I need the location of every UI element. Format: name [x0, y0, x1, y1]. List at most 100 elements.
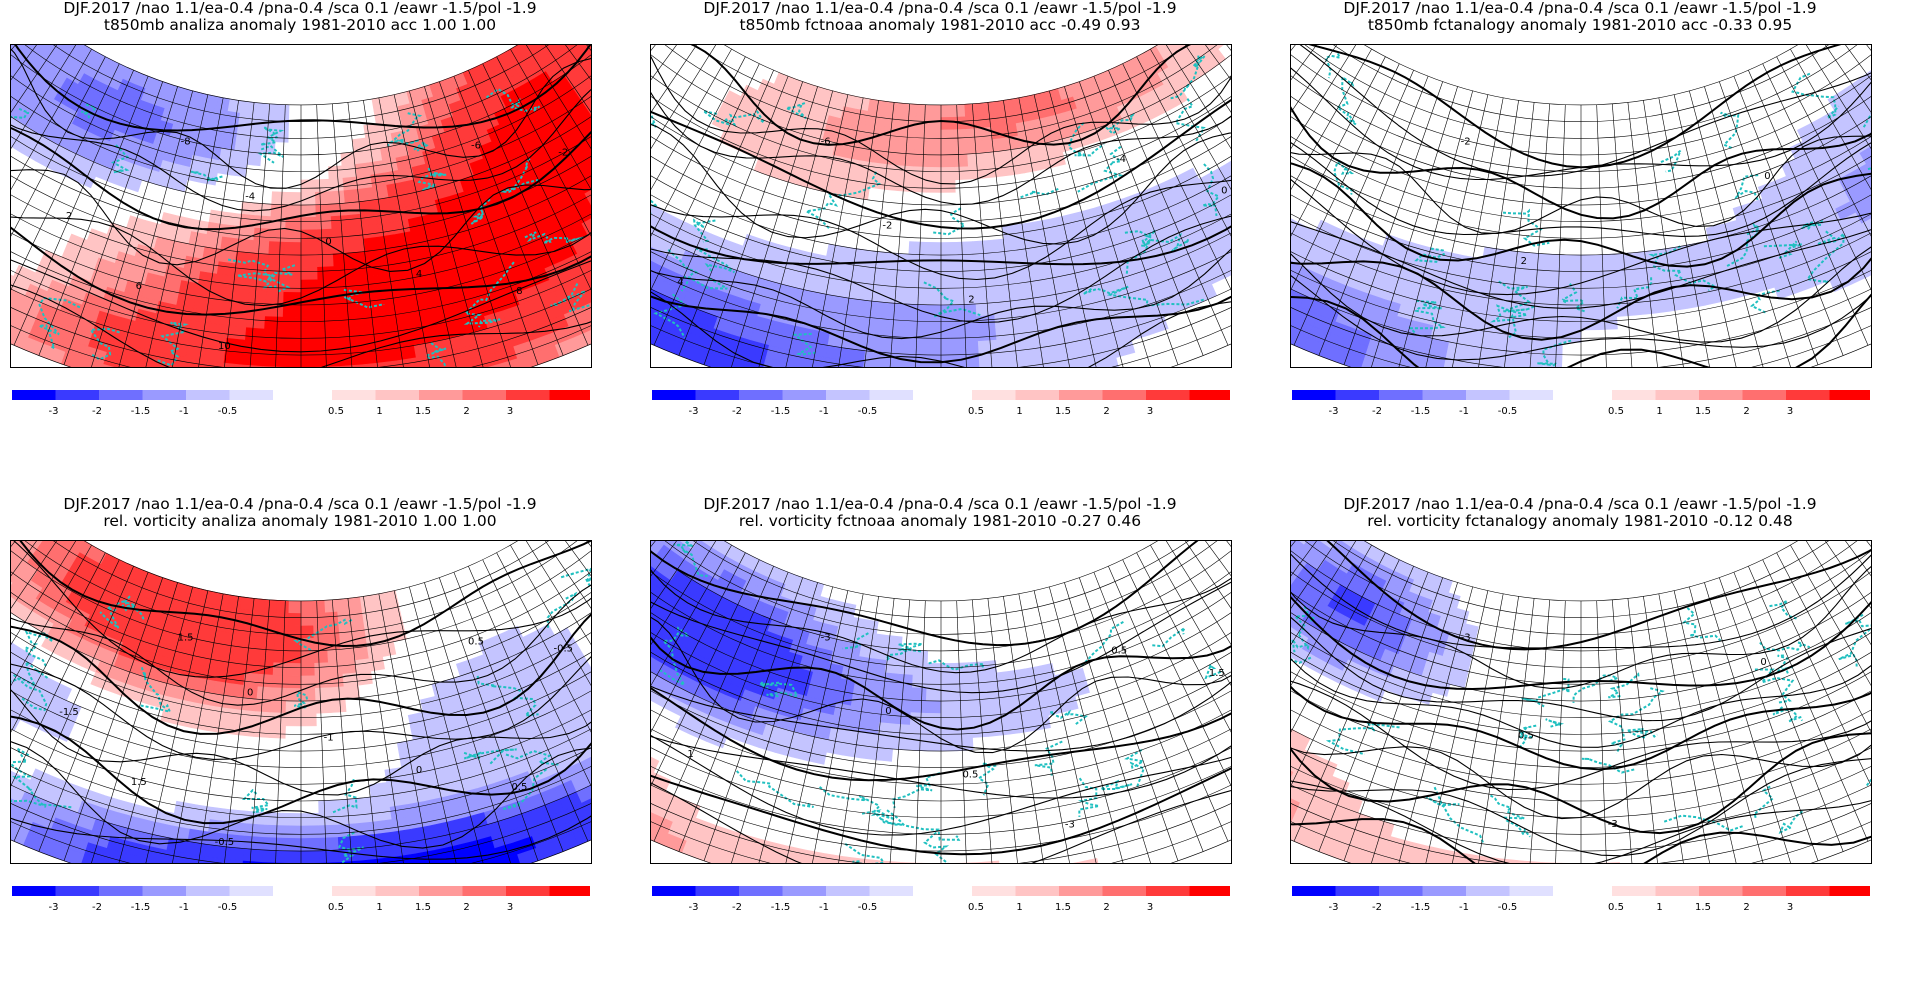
- colorbar-label: 1: [376, 406, 382, 417]
- colorbar-label: 1.5: [1055, 406, 1071, 417]
- colorbar-swatch: [1466, 886, 1510, 896]
- lat-lon-grid: [1291, 45, 1871, 367]
- panel-title: DJF.2017 /nao 1.1/ea-0.4 /pna-0.4 /sca 0…: [1280, 0, 1880, 34]
- colorbar-swatch: [1466, 390, 1510, 400]
- colorbar: -3 -2 -1.5 -1 -0.5 0.5 1 1.5 2 3: [12, 390, 590, 417]
- lat-lon-grid: [11, 45, 591, 367]
- colorbar-swatch: [1742, 886, 1786, 896]
- colorbar: -3 -2 -1.5 -1 -0.5 0.5 1 1.5 2 3: [1292, 886, 1870, 913]
- contour-label: 0: [1764, 171, 1770, 182]
- colorbar-label: 2: [1103, 902, 1109, 913]
- colorbar-label: 1.5: [415, 902, 431, 913]
- colorbar-swatch: [1335, 886, 1379, 896]
- colorbar-label: 3: [1147, 902, 1153, 913]
- colorbar-swatch: [142, 390, 186, 400]
- coastline: [11, 87, 591, 367]
- colorbar-label: -0.5: [858, 902, 878, 913]
- colorbar-label: 1: [1016, 902, 1022, 913]
- map-frame: -3 0.5 0 1.5 0.5 1 -3: [650, 540, 1232, 864]
- title-line2: rel. vorticity fctnoaa anomaly 1981-2010…: [738, 512, 1142, 530]
- colorbar-swatch: [1509, 390, 1553, 400]
- contour-lines: [1291, 541, 1871, 863]
- colorbar-swatch: [506, 390, 550, 400]
- colorbar-swatch: [12, 390, 56, 400]
- contour-labels: -6 -4 -2 0 2 4: [677, 137, 1227, 306]
- panel-title: DJF.2017 /nao 1.1/ea-0.4 /pna-0.4 /sca 0…: [0, 496, 600, 530]
- contour-label: 2: [968, 294, 974, 305]
- title-line2: t850mb fctanalogy anomaly 1981-2010 acc …: [1367, 16, 1793, 34]
- colorbar-label: -0.5: [218, 406, 238, 417]
- colorbar-swatch: [869, 390, 913, 400]
- colorbar-swatch: [739, 886, 783, 896]
- colorbar-swatch: [1699, 390, 1743, 400]
- contour-label: 1.5: [178, 633, 194, 644]
- colorbar-swatch: [1829, 886, 1870, 896]
- contour-label: 6: [136, 281, 142, 292]
- panel-vorticity-fctnoaa: DJF.2017 /nao 1.1/ea-0.4 /pna-0.4 /sca 0…: [640, 496, 1240, 936]
- contour-label: -6: [471, 141, 481, 152]
- contour-lines: [11, 45, 591, 367]
- colorbar-swatch: [99, 886, 143, 896]
- contour-lines: [11, 541, 591, 860]
- contour-lines: [1291, 45, 1871, 367]
- contour-label: 0: [1221, 185, 1227, 196]
- colorbar-label: -1.5: [771, 902, 791, 913]
- contour-label: 10: [218, 341, 231, 352]
- colorbar-swatch: [332, 886, 376, 896]
- colorbar-label: -1: [179, 406, 189, 417]
- panel-vorticity-analiza: DJF.2017 /nao 1.1/ea-0.4 /pna-0.4 /sca 0…: [0, 496, 600, 936]
- colorbar-label: -2: [92, 406, 102, 417]
- colorbar-swatch: [142, 886, 186, 896]
- colorbar-swatch: [652, 886, 696, 896]
- lat-lon-grid: [651, 45, 1231, 367]
- contour-label: -8: [181, 137, 191, 148]
- anomaly-map: -300.51-3: [1291, 541, 1871, 863]
- colorbar-swatch: [869, 886, 913, 896]
- panel-title: DJF.2017 /nao 1.1/ea-0.4 /pna-0.4 /sca 0…: [640, 0, 1240, 34]
- colorbar-swatch: [1612, 390, 1656, 400]
- panel-t850-analiza: DJF.2017 /nao 1.1/ea-0.4 /pna-0.4 /sca 0…: [0, 0, 600, 440]
- coastline: [651, 541, 1224, 863]
- contour-label: 0: [885, 706, 891, 717]
- colorbar-swatch: [1742, 390, 1786, 400]
- colorbar-label: 2: [1103, 406, 1109, 417]
- colorbar-swatch: [1102, 886, 1146, 896]
- anomaly-map: 1.5 0.5 0 -0.5 -1 -1.5 0 1.5 0.5 -0.5: [11, 541, 591, 863]
- colorbar: -3 -2 -1.5 -1 -0.5 0.5 1 1.5 2 3: [1292, 390, 1870, 417]
- contour-label: 1.5: [1209, 668, 1225, 679]
- title-line1: DJF.2017 /nao 1.1/ea-0.4 /pna-0.4 /sca 0…: [1343, 495, 1817, 513]
- contour-label: -4: [1116, 154, 1126, 165]
- contour-label: 1.5: [131, 777, 147, 788]
- lat-lon-grid: [651, 541, 1231, 863]
- colorbar-label: 3: [507, 406, 513, 417]
- title-line2: rel. vorticity analiza anomaly 1981-2010…: [103, 512, 497, 530]
- contour-label: 2: [1521, 256, 1527, 267]
- contour-label: -0.5: [215, 837, 235, 848]
- colorbar-swatch: [1146, 390, 1190, 400]
- panel-vorticity-fctanalogy: DJF.2017 /nao 1.1/ea-0.4 /pna-0.4 /sca 0…: [1280, 496, 1880, 936]
- panel-title: DJF.2017 /nao 1.1/ea-0.4 /pna-0.4 /sca 0…: [640, 496, 1240, 530]
- anomaly-map: -8 -6 -4 -2 0 2 4 6 8 10: [11, 45, 591, 367]
- contour-label: 0: [325, 237, 331, 248]
- colorbar-swatch: [55, 886, 99, 896]
- panel-t850-fctnoaa: DJF.2017 /nao 1.1/ea-0.4 /pna-0.4 /sca 0…: [640, 0, 1240, 440]
- colorbar-label: 1: [1016, 406, 1022, 417]
- colorbar-label: 3: [507, 902, 513, 913]
- colorbar-swatch: [739, 390, 783, 400]
- colorbar-label: -1: [1459, 902, 1469, 913]
- colorbar-label: -3: [689, 406, 699, 417]
- colorbar-swatch: [782, 886, 826, 896]
- colorbar-swatch: [1102, 390, 1146, 400]
- map-frame: 1.5 0.5 0 -0.5 -1 -1.5 0 1.5 0.5 -0.5: [10, 540, 592, 864]
- colorbar-swatch: [549, 886, 590, 896]
- colorbar-swatch: [1829, 390, 1870, 400]
- contour-label: 2: [66, 211, 72, 222]
- contour-label: -1: [324, 733, 334, 744]
- colorbar-label: 1: [1656, 406, 1662, 417]
- colorbar-swatch: [1786, 886, 1830, 896]
- colorbar-label: 0.5: [968, 406, 984, 417]
- colorbar-label: 1: [1656, 902, 1662, 913]
- colorbar-swatch: [186, 390, 230, 400]
